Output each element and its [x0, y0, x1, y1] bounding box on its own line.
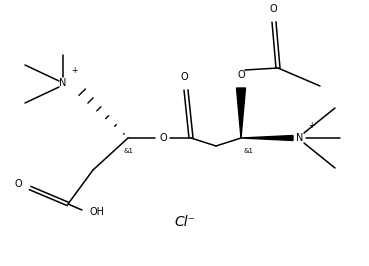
- Text: O: O: [14, 179, 22, 189]
- Text: O: O: [180, 72, 188, 82]
- Text: &1: &1: [244, 148, 254, 154]
- Text: +: +: [308, 121, 314, 130]
- Polygon shape: [241, 135, 293, 140]
- Text: OH: OH: [90, 207, 105, 217]
- Text: N: N: [296, 133, 304, 143]
- Text: Cl⁻: Cl⁻: [175, 215, 196, 229]
- Text: +: +: [71, 66, 77, 75]
- Text: O: O: [237, 70, 245, 80]
- Text: N: N: [59, 78, 67, 88]
- Text: &1: &1: [124, 148, 134, 154]
- Text: O: O: [269, 4, 277, 14]
- Text: O: O: [159, 133, 167, 143]
- Polygon shape: [237, 88, 245, 138]
